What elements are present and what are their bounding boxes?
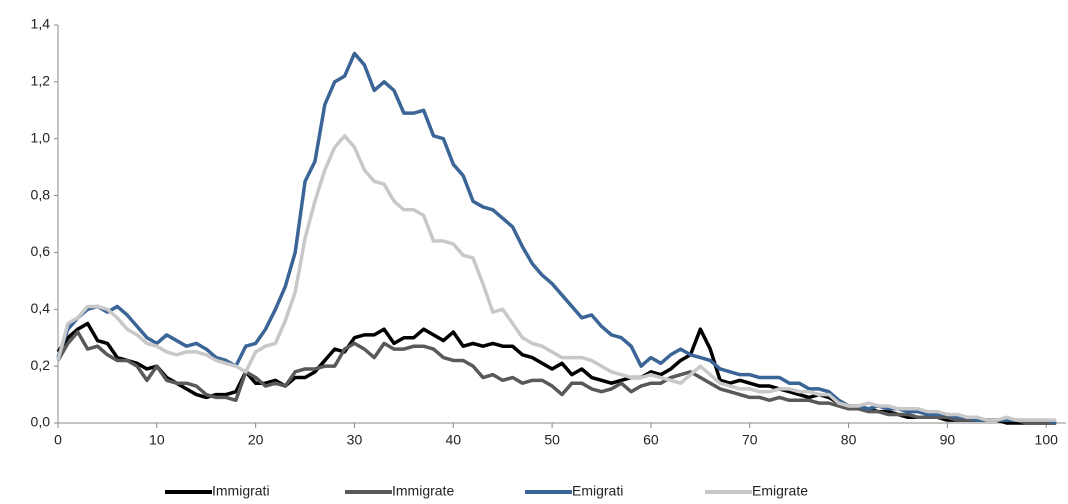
legend-label: Immigrate — [392, 483, 454, 499]
x-tick-label: 10 — [149, 432, 165, 448]
x-tick-label: 60 — [643, 432, 659, 448]
x-tick-label: 70 — [742, 432, 758, 448]
x-tick-label: 30 — [347, 432, 363, 448]
series-line — [56, 134, 1057, 422]
series-line — [56, 51, 1057, 425]
x-tick-label: 20 — [248, 432, 264, 448]
x-tick-label: 100 — [1035, 432, 1059, 448]
y-tick-label: 0,6 — [31, 243, 51, 259]
legend-label: Immigrati — [212, 483, 270, 499]
legend-label: Emigrati — [572, 483, 623, 499]
series-line — [56, 330, 1057, 425]
y-tick-label: 0,4 — [31, 300, 51, 316]
series-line — [56, 321, 1057, 425]
legend-label: Emigrate — [752, 483, 808, 499]
y-tick-label: 1,4 — [31, 16, 51, 32]
y-tick-label: 0,2 — [31, 357, 51, 373]
x-tick-label: 40 — [446, 432, 462, 448]
x-tick-label: 0 — [54, 432, 62, 448]
x-tick-label: 90 — [940, 432, 956, 448]
y-tick-label: 1,0 — [31, 129, 51, 145]
y-tick-label: 1,2 — [31, 73, 51, 89]
x-tick-label: 80 — [841, 432, 857, 448]
y-tick-label: 0,8 — [31, 186, 51, 202]
x-tick-label: 50 — [544, 432, 560, 448]
y-tick-label: 0,0 — [31, 414, 51, 430]
